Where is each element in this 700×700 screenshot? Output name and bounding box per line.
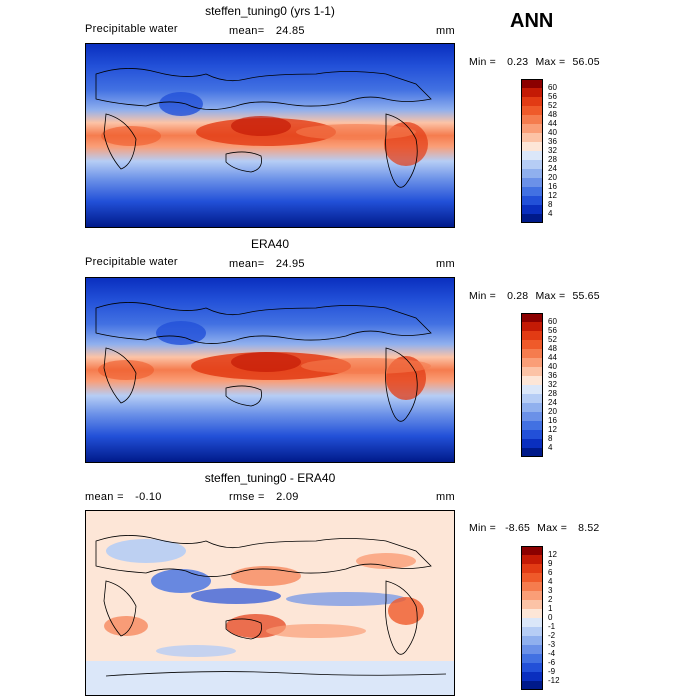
colorbar-tick-label: 32 [548,146,557,155]
panel-3-rmse-text: rmse = [229,491,265,503]
panel-3-min-max: Min = -8.65 Max = 8.52 [469,522,599,534]
panel-3-units: mm [436,491,455,503]
colorbar-tick-label: -6 [548,658,556,667]
colorbar-tick-label: 16 [548,416,557,425]
panel-2-map [85,277,455,463]
panel-1-units: mm [436,25,455,37]
colorbar-tick-label: 56 [548,326,557,335]
panel-3-min-label: Min = [469,522,496,534]
colorbar-tick-label: 8 [548,434,553,443]
season-label: ANN [510,10,554,32]
colorbar-tick-label: 24 [548,164,557,173]
panel-2-colorbar: 60 56 52 48 44 40 36 32 28 24 20 16 12 8 4 [521,313,557,457]
colorbar-tick-label: 40 [548,128,557,137]
colorbar-tick-label: 44 [548,353,557,362]
panel-3-map [85,510,455,696]
colorbar-tick-label: 36 [548,137,557,146]
colorbar-tick-label: 12 [548,425,557,434]
panel-1-mean-text: mean= [229,25,265,37]
colorbar-tick-label: 44 [548,119,557,128]
colorbar-tick-label: -2 [548,631,556,640]
panel-2-units: mm [436,258,455,270]
panel-3-max-value: 8.52 [578,522,600,534]
colorbar-tick-label: 40 [548,362,557,371]
panel-1-title: steffen_tuning0 (yrs 1-1) [205,4,335,18]
colorbar-tick-label: 52 [548,335,557,344]
colorbar-tick-label: 36 [548,371,557,380]
panel-3-mean-text: mean = [85,491,124,503]
panel-3-min-value: -8.65 [505,522,531,534]
colorbar-frame [521,546,543,690]
panel-3-rmse-value: 2.09 [276,491,299,503]
panel-1-max-label: Max = [535,56,566,68]
panel-1-variable-label: Precipitable water [85,23,178,35]
colorbar-tick-label: 3 [548,586,553,595]
colorbar-tick-label: 2 [548,595,553,604]
colorbar-tick-label: 48 [548,344,557,353]
panel-1-mean-value: 24.85 [275,25,305,37]
colorbar-tick-label: -9 [548,667,556,676]
panel-3-mean-label: mean = -0.10 [85,491,162,503]
colorbar-tick-label: 56 [548,92,557,101]
panel-3-rmse-label: rmse = 2.09 [229,491,299,503]
colorbar-tick-label: 8 [548,200,553,209]
colorbar-tick-label: 6 [548,568,553,577]
panel-2-variable-label: Precipitable water [85,256,178,268]
panel-1-min-label: Min = [469,56,496,68]
panel-2-mean-label: mean= 24.95 [229,258,305,270]
colorbar-tick-label: 48 [548,110,557,119]
colorbar-tick-label: 4 [548,209,553,218]
panel-2-mean-value: 24.95 [275,258,305,270]
colorbar-frame [521,79,543,223]
panel-1-map [85,43,455,228]
panel-3-mean-value: -0.10 [135,491,162,503]
panel-1-max-value: 56.05 [572,56,600,68]
panel-2-min-value: 0.28 [507,290,529,302]
panel-3-title: steffen_tuning0 - ERA40 [204,471,336,485]
colorbar-tick-label: 60 [548,83,557,92]
colorbar-tick-label: 24 [548,398,557,407]
panel-2-min-max: Min = 0.28 Max = 55.65 [469,290,600,302]
panel-1-min-max: Min = 0.23 Max = 56.05 [469,56,600,68]
colorbar-tick-label: 28 [548,155,557,164]
panel-2-title: ERA40 [250,237,290,251]
colorbar-tick-label: 20 [548,173,557,182]
colorbar-tick-label: 32 [548,380,557,389]
colorbar-tick-label: -4 [548,649,556,658]
colorbar-tick-label: 9 [548,559,553,568]
colorbar-tick-label: -3 [548,640,556,649]
colorbar-tick-label: 0 [548,613,553,622]
panel-2-max-value: 55.65 [572,290,600,302]
colorbar-tick-label: 4 [548,577,553,586]
panel-1-mean-label: mean= 24.85 [229,25,305,37]
panel-2-min-label: Min = [469,290,496,302]
colorbar-tick-label: 60 [548,317,557,326]
panel-2-mean-text: mean= [229,258,265,270]
panel-1-min-value: 0.23 [507,56,529,68]
colorbar-tick-label: -12 [548,676,560,685]
colorbar-tick-label: 28 [548,389,557,398]
panel-2-max-label: Max = [535,290,566,302]
colorbar-tick-label: 12 [548,550,557,559]
colorbar-tick-label: 4 [548,443,553,452]
colorbar-tick-label: 16 [548,182,557,191]
panel-1-colorbar: 60 56 52 48 44 40 36 32 28 24 20 16 12 8 4 [521,79,557,223]
colorbar-tick-label: 12 [548,191,557,200]
colorbar-tick-label: 20 [548,407,557,416]
colorbar-tick-label: 52 [548,101,557,110]
colorbar-frame [521,313,543,457]
colorbar-tick-label: -1 [548,622,556,631]
panel-3-max-label: Max = [537,522,568,534]
colorbar-tick-label: 1 [548,604,553,613]
panel-3-colorbar: 12 9 6 4 3 2 1 0 -1 -2 -3 -4 -6 -9 -12 [521,546,560,690]
